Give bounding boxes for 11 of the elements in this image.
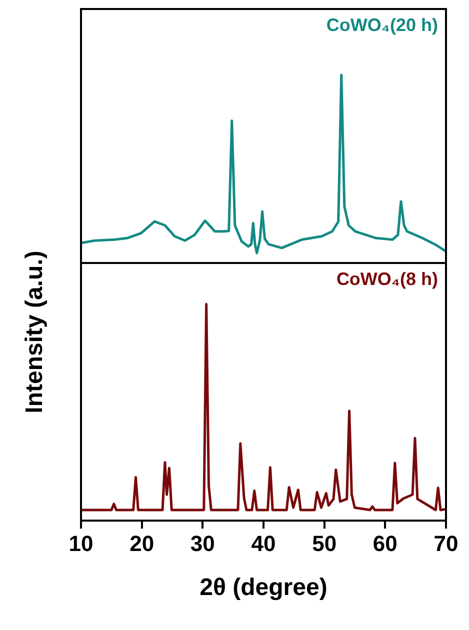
y-axis-title: Intensity (a.u.) — [21, 250, 49, 416]
x-tick-label: 40 — [251, 530, 276, 556]
x-tick-label: 60 — [372, 530, 398, 556]
x-axis-title: 2θ (degree) — [198, 574, 328, 602]
text: CoWO₄(20 h) — [326, 14, 438, 35]
x-tick-label: 10 — [68, 530, 94, 556]
text: CoWO₄(8 h) — [336, 268, 438, 289]
x-tick-label: 70 — [434, 530, 458, 556]
x-tick-label: 30 — [190, 530, 215, 556]
x-tick-label: 50 — [312, 530, 337, 556]
x-tick-label: 20 — [130, 530, 154, 556]
